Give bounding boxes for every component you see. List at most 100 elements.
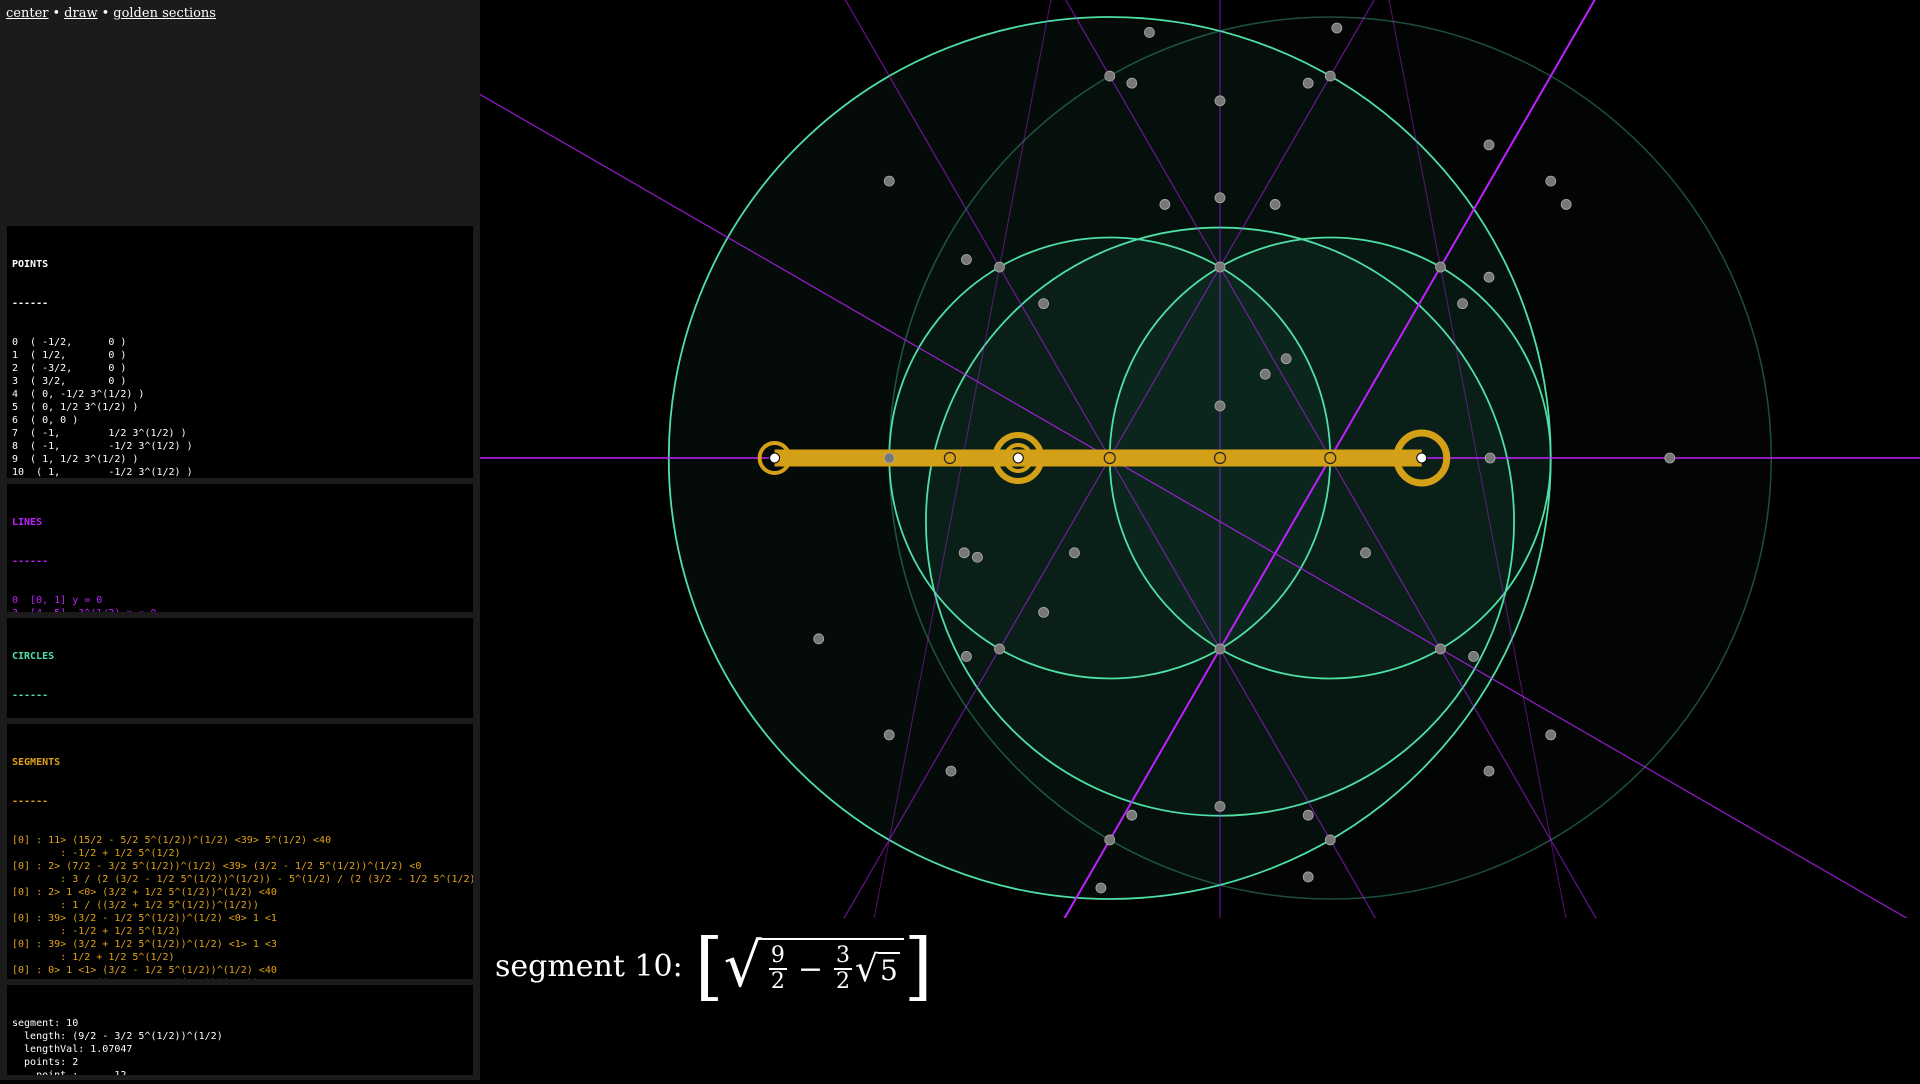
construction-point[interactable] (994, 643, 1005, 655)
segment-entry: [0] : 39> (3/2 - 1/2 5^(1/2))^(1/2) <0> … (12, 913, 277, 924)
construction-point[interactable] (1545, 729, 1557, 741)
construction-point[interactable] (1545, 175, 1557, 187)
construction-point[interactable] (958, 547, 970, 559)
construction-point[interactable] (883, 175, 895, 187)
formula-bracket-open: [ (694, 923, 724, 1009)
construction-point[interactable] (1280, 353, 1292, 365)
construction-point[interactable] (972, 551, 983, 563)
construction-point[interactable] (1126, 809, 1138, 821)
construction-line[interactable] (480, 0, 1723, 1080)
segment-info-line: point : 12 (12, 1069, 468, 1075)
fraction-three-halves: 3 2 (834, 944, 852, 994)
segment-entry: : 3 / (2 (3/2 - 1/2 5^(1/2))^(1/2)) - 5^… (12, 874, 473, 885)
segment-info-panel: segment: 10 length: (9/2 - 3/2 5^(1/2))^… (7, 985, 473, 1075)
segment-endpoint[interactable] (1416, 452, 1428, 464)
construction-point[interactable] (1214, 800, 1226, 812)
point-entry: 7 ( -1, 1/2 3^(1/2) ) (12, 428, 187, 439)
construction-point[interactable] (1038, 606, 1049, 618)
segment-entry: : 1/2 + 1/2 5^(1/2) (12, 952, 175, 963)
points-rule: ------ (12, 298, 49, 309)
segment-formula: segment 10: [ √ 9 2 − 3 2 √ 5 ] (495, 928, 933, 1004)
point-entry: 4 ( 0, -1/2 3^(1/2) ) (12, 389, 145, 400)
construction-point[interactable] (945, 765, 957, 777)
construction-point[interactable] (1069, 547, 1080, 559)
segment-endpoint[interactable] (769, 452, 781, 464)
minus-operator: − (797, 951, 823, 987)
frac1-denominator: 2 (770, 969, 785, 994)
segment-entry: [0] : 39> (3/2 + 1/2 5^(1/2))^(1/2) <1> … (12, 939, 277, 950)
construction-point[interactable] (1144, 27, 1155, 38)
construction-point[interactable] (1324, 70, 1336, 82)
segment-endpoint[interactable] (1012, 452, 1024, 464)
segment-endpoint-ring[interactable] (1393, 429, 1451, 487)
construction-point[interactable] (1038, 298, 1049, 310)
construction-point[interactable] (1104, 834, 1116, 846)
construction-point[interactable] (1331, 22, 1343, 34)
construction-point[interactable] (1104, 70, 1116, 82)
construction-point[interactable] (994, 261, 1005, 273)
construction-point[interactable] (961, 651, 972, 662)
inner-radical-sign: √ (855, 948, 878, 990)
segment-point[interactable] (943, 451, 956, 465)
construction-point[interactable] (883, 729, 895, 741)
construction-point[interactable] (1214, 400, 1226, 412)
nav-link-golden-sections[interactable]: golden sections (113, 6, 216, 21)
construction-point[interactable] (1302, 809, 1314, 821)
geometry-svg[interactable] (480, 0, 1920, 1080)
construction-point[interactable] (1435, 261, 1446, 273)
segment-endpoint-ring[interactable] (992, 432, 1045, 484)
construction-point[interactable] (1483, 765, 1495, 777)
construction-point[interactable] (1360, 547, 1371, 559)
segment-point[interactable] (1324, 451, 1337, 465)
construction-point[interactable] (1560, 199, 1572, 210)
construction-point[interactable] (1095, 882, 1107, 894)
construction-point[interactable] (1484, 452, 1496, 464)
nav-link-draw[interactable]: draw (64, 6, 98, 21)
construction-point[interactable] (1214, 95, 1226, 107)
fraction-nine-halves: 9 2 (768, 944, 787, 994)
construction-point[interactable] (1664, 452, 1676, 464)
construction-point[interactable] (1126, 77, 1138, 89)
construction-point[interactable] (1435, 643, 1446, 655)
construction-point[interactable] (1483, 139, 1495, 151)
circles-rule: ------ (12, 690, 49, 701)
segment-info-line: segment: 10 (12, 1018, 79, 1029)
construction-point[interactable] (1269, 199, 1281, 210)
frac2-numerator: 3 (834, 943, 852, 970)
construction-canvas[interactable] (480, 0, 1920, 1080)
segment-info-line: points: 2 (12, 1057, 79, 1068)
segment-entry: : 1 / ((3/2 + 1/2 5^(1/2))^(1/2)) (12, 900, 259, 911)
construction-point[interactable] (1159, 199, 1171, 210)
segment-endpoint-ring[interactable] (1003, 443, 1034, 473)
construction-point[interactable] (813, 633, 825, 645)
construction-point[interactable] (1468, 651, 1479, 662)
line-entry: 3 [4, 5] -3^(1/2) x = 0 (12, 607, 468, 612)
segment-point[interactable] (1103, 451, 1116, 465)
segment-entry: : 1 / ((3/2 - 1/2 5^(1/2))^(1/2)) (12, 977, 468, 979)
segments-panel: SEGMENTS ------ [0] : 11> (15/2 - 5/2 5^… (7, 724, 473, 979)
construction-point[interactable] (1214, 261, 1226, 273)
construction-point[interactable] (883, 452, 895, 464)
frac2-denominator: 2 (836, 969, 850, 994)
construction-point[interactable] (1324, 834, 1336, 846)
point-entry: 6 ( 0, 0 ) (12, 415, 79, 426)
construction-point[interactable] (1214, 643, 1226, 655)
formula-bracket-close: ] (903, 923, 933, 1009)
construction-line[interactable] (717, 0, 1920, 1080)
lines-list: 0 [0, 1] y = 03 [4, 5] -3^(1/2) x = 04 [… (12, 594, 468, 612)
nav-link-center[interactable]: center (6, 6, 49, 21)
construction-point[interactable] (1259, 368, 1271, 380)
circles-panel: CIRCLES ------ 1 ( -1/2, 0 ) 1 -3/4 + x … (7, 618, 473, 718)
construction-point[interactable] (961, 254, 972, 265)
point-entry: 5 ( 0, 1/2 3^(1/2) ) (12, 402, 139, 413)
segments-list: [0] : 11> (15/2 - 5/2 5^(1/2))^(1/2) <39… (12, 834, 473, 979)
construction-point[interactable] (1457, 298, 1468, 310)
segment-endpoint-ring[interactable] (757, 441, 792, 475)
radical-sign: √ (723, 931, 762, 1001)
construction-point[interactable] (1483, 271, 1495, 283)
construction-point[interactable] (1302, 77, 1314, 89)
construction-point[interactable] (1214, 192, 1226, 204)
construction-point[interactable] (1302, 871, 1314, 883)
segment-point[interactable] (1213, 451, 1227, 465)
segment-entry: : -1/2 + 1/2 5^(1/2) (12, 848, 181, 859)
